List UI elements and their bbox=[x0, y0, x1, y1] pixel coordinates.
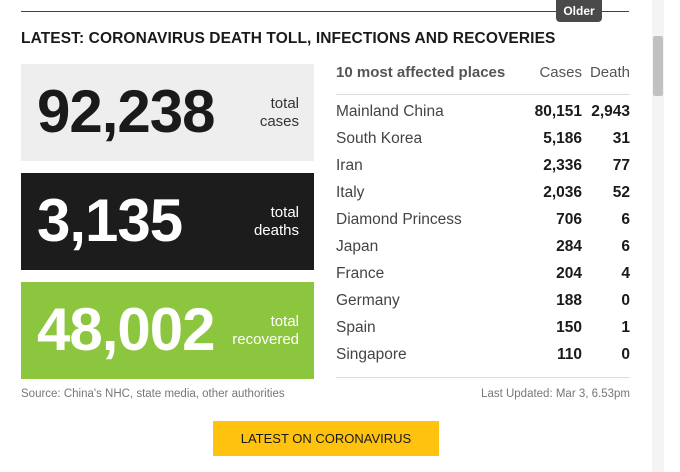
total-deaths-label-line1: total bbox=[270, 203, 299, 221]
table-row: Mainland China 80,151 2,943 bbox=[336, 103, 630, 130]
table-row: Diamond Princess 706 6 bbox=[336, 211, 630, 238]
table-row: Japan 284 6 bbox=[336, 238, 630, 265]
table-row: Singapore 110 0 bbox=[336, 346, 630, 373]
row-place: Italy bbox=[336, 184, 365, 201]
row-cases: 110 bbox=[556, 346, 582, 363]
latest-on-coronavirus-button[interactable]: LATEST ON CORONAVIRUS bbox=[213, 421, 439, 456]
row-death: 0 bbox=[621, 346, 630, 363]
table-title: 10 most affected places bbox=[336, 64, 506, 81]
row-death: 6 bbox=[621, 211, 630, 228]
last-updated: Last Updated: Mar 3, 6.53pm bbox=[481, 388, 630, 400]
row-cases: 2,036 bbox=[543, 184, 582, 201]
row-cases: 80,151 bbox=[534, 103, 582, 120]
row-place: Japan bbox=[336, 238, 379, 255]
row-death: 31 bbox=[612, 130, 630, 147]
total-deaths-value: 3,135 bbox=[37, 186, 183, 254]
table-row: Spain 150 1 bbox=[336, 319, 630, 346]
row-death: 52 bbox=[612, 184, 630, 201]
row-cases: 5,186 bbox=[543, 130, 582, 147]
total-cases-value: 92,238 bbox=[37, 77, 216, 145]
total-cases-label-line1: total bbox=[270, 94, 299, 112]
total-cases-box: 92,238 total cases bbox=[21, 64, 314, 161]
scrollbar-thumb[interactable] bbox=[653, 36, 663, 96]
total-deaths-box: 3,135 total deaths bbox=[21, 173, 314, 270]
source-note: Source: China's NHC, state media, other … bbox=[21, 388, 285, 400]
row-place: Germany bbox=[336, 292, 400, 309]
table-header: 10 most affected places Cases Death bbox=[336, 64, 630, 86]
total-cases-label: total cases bbox=[260, 95, 299, 131]
table-bottom-divider bbox=[336, 377, 630, 378]
row-place: South Korea bbox=[336, 130, 423, 147]
row-place: Spain bbox=[336, 319, 376, 336]
row-place: France bbox=[336, 265, 385, 282]
total-recovered-label-line2: recovered bbox=[232, 330, 299, 348]
table-row: France 204 4 bbox=[336, 265, 630, 292]
total-recovered-value: 48,002 bbox=[37, 295, 216, 363]
scrollbar-track[interactable] bbox=[652, 0, 664, 472]
row-place: Singapore bbox=[336, 346, 407, 363]
older-button[interactable]: Older bbox=[556, 0, 602, 22]
table-header-divider bbox=[336, 94, 630, 95]
table-row: South Korea 5,186 31 bbox=[336, 130, 630, 157]
table-row: Germany 188 0 bbox=[336, 292, 630, 319]
row-death: 2,943 bbox=[591, 103, 630, 120]
row-cases: 706 bbox=[556, 211, 582, 228]
row-death: 1 bbox=[621, 319, 630, 336]
total-cases-label-line2: cases bbox=[259, 112, 299, 130]
total-recovered-box: 48,002 total recovered bbox=[21, 282, 314, 379]
column-header-death: Death bbox=[589, 64, 630, 81]
row-place: Diamond Princess bbox=[336, 211, 462, 228]
row-death: 77 bbox=[612, 157, 630, 174]
row-cases: 284 bbox=[556, 238, 582, 255]
row-cases: 2,336 bbox=[543, 157, 582, 174]
page-headline: LATEST: CORONAVIRUS DEATH TOLL, INFECTIO… bbox=[21, 30, 556, 47]
total-recovered-label-line1: total bbox=[270, 312, 299, 330]
table-row: Italy 2,036 52 bbox=[336, 184, 630, 211]
column-header-cases: Cases bbox=[539, 64, 582, 81]
total-recovered-label: total recovered bbox=[232, 313, 299, 349]
row-death: 0 bbox=[621, 292, 630, 309]
row-death: 6 bbox=[621, 238, 630, 255]
row-cases: 204 bbox=[556, 265, 582, 282]
table-row: Iran 2,336 77 bbox=[336, 157, 630, 184]
row-cases: 188 bbox=[556, 292, 582, 309]
row-cases: 150 bbox=[556, 319, 582, 336]
row-death: 4 bbox=[621, 265, 630, 282]
table-body: Mainland China 80,151 2,943 South Korea 5,1… bbox=[336, 103, 630, 373]
affected-places-table: 10 most affected places Cases Death Main… bbox=[336, 64, 630, 363]
total-deaths-label: total deaths bbox=[254, 204, 299, 240]
total-deaths-label-line2: deaths bbox=[253, 221, 299, 239]
top-divider bbox=[21, 11, 629, 12]
row-place: Iran bbox=[336, 157, 363, 174]
row-place: Mainland China bbox=[336, 103, 444, 120]
